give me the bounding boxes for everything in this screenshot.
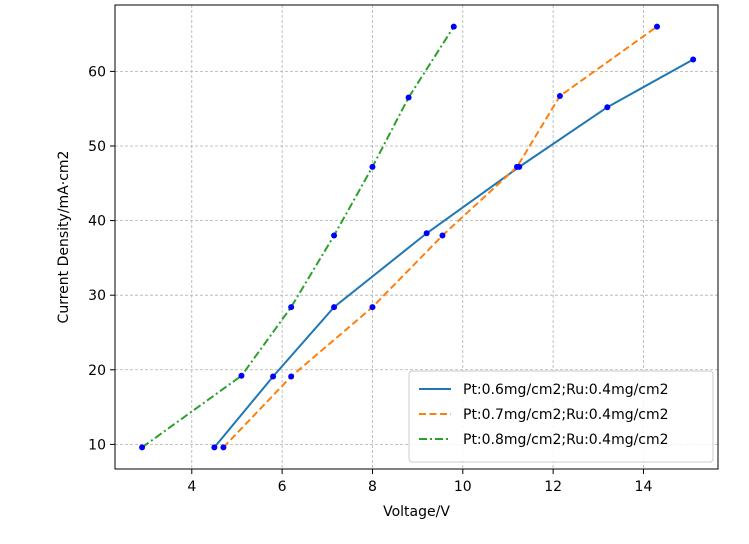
x-tick-label: 8 [368,479,377,495]
data-point [690,56,697,63]
data-point [556,93,563,100]
markers [139,23,697,451]
data-point [331,232,338,239]
x-tick-label: 10 [454,479,472,495]
y-ticks: 10 20 30 40 50 60 [88,64,115,453]
x-axis-label: Voltage/V [383,504,450,520]
data-point [331,304,338,311]
data-point [238,372,245,379]
legend: Pt:0.6mg/cm2;Ru:0.4mg/cm2 Pt:0.7mg/cm2;Ru… [408,370,714,463]
y-tick-label: 50 [88,139,106,155]
data-point [654,23,661,30]
grid [115,5,718,469]
y-tick-label: 40 [88,214,106,230]
data-point [369,163,376,170]
x-tick-label: 14 [635,479,653,495]
data-point [604,104,611,111]
legend-box [408,370,714,463]
legend-label: Pt:0.6mg/cm2;Ru:0.4mg/cm2 [463,382,669,398]
axes-frame [114,4,719,470]
data-point [405,94,412,101]
data-point [270,373,277,380]
legend-label: Pt:0.7mg/cm2;Ru:0.4mg/cm2 [463,407,669,423]
x-tick-label: 6 [278,479,287,495]
data-point [450,23,457,30]
x-tick-label: 4 [187,479,196,495]
data-point [220,444,227,451]
data-point [139,444,146,451]
data-point [423,230,430,237]
y-axis-label: Current Density/mA·cm2 [56,151,72,324]
legend-label: Pt:0.8mg/cm2;Ru:0.4mg/cm2 [463,432,669,448]
data-point [514,163,520,170]
x-ticks: 4 6 8 10 12 14 [187,469,652,495]
data-point [288,373,295,380]
data-point [288,304,295,311]
y-tick-label: 60 [88,64,106,80]
y-tick-label: 30 [88,288,106,304]
x-tick-label: 12 [544,479,562,495]
y-tick-label: 10 [88,437,106,453]
data-point [211,444,218,451]
series-line-3 [141,26,455,449]
data-point [369,304,376,311]
data-point [439,232,446,239]
y-tick-label: 20 [88,363,106,379]
